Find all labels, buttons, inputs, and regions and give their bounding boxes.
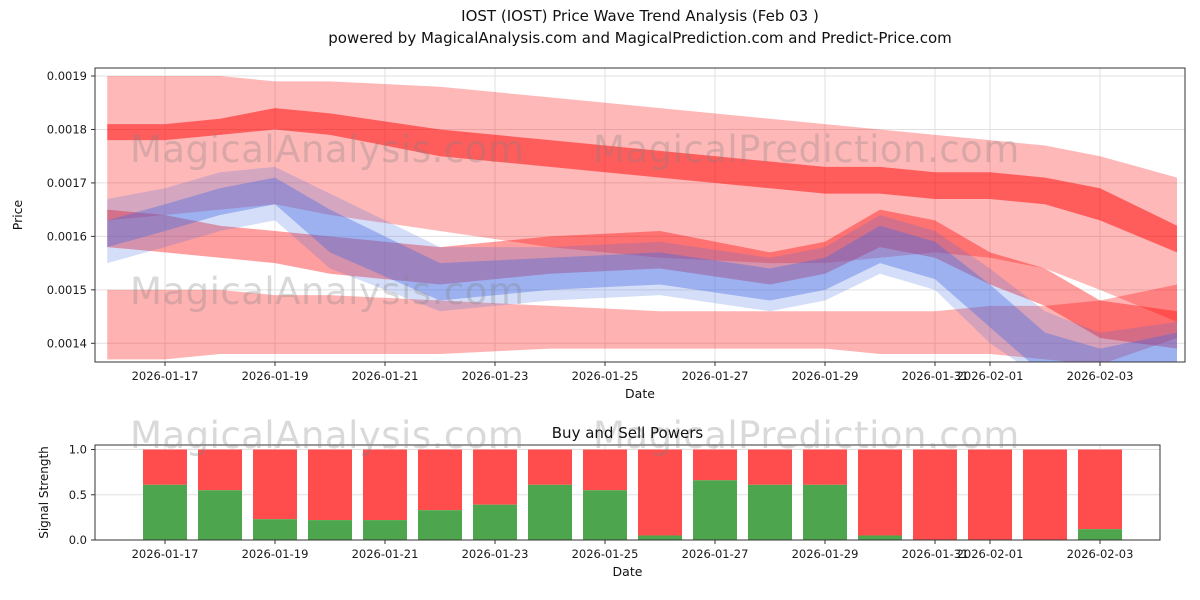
y-tick-label: 0.0 <box>69 533 87 547</box>
x-tick-label: 2026-01-25 <box>572 369 639 383</box>
bar-buy-2026-02-03 <box>1078 529 1122 540</box>
y-tick-label: 0.0015 <box>47 283 87 297</box>
bar-buy-2026-01-30 <box>858 535 902 540</box>
x-tick-label: 2026-01-23 <box>462 547 529 561</box>
x-axis-label: Date <box>613 564 643 579</box>
x-tick-label: 2026-01-31 <box>902 369 969 383</box>
x-tick-label: 2026-02-03 <box>1067 547 1134 561</box>
bar-buy-2026-01-24 <box>528 484 572 540</box>
x-tick-label: 2026-02-01 <box>957 547 1024 561</box>
bar-buy-2026-01-26 <box>638 535 682 540</box>
y-tick-label: 0.0016 <box>47 229 87 243</box>
x-tick-label: 2026-01-27 <box>682 369 749 383</box>
x-tick-label: 2026-01-19 <box>242 369 309 383</box>
bar-buy-2026-01-22 <box>418 510 462 540</box>
bar-sell-2026-01-21 <box>363 449 407 521</box>
x-tick-label: 2026-01-31 <box>902 547 969 561</box>
bar-sell-2026-01-29 <box>803 449 847 485</box>
bar-sell-2026-02-02 <box>1023 449 1067 540</box>
x-tick-label: 2026-02-01 <box>957 369 1024 383</box>
bar-buy-2026-01-19 <box>253 519 297 540</box>
band-lower-wide-red <box>107 284 1177 362</box>
y-axis-label: Price <box>10 199 25 230</box>
bar-buy-2026-01-23 <box>473 504 517 540</box>
x-tick-label: 2026-01-23 <box>462 369 529 383</box>
bar-buy-2026-01-17 <box>143 484 187 540</box>
bar-sell-2026-01-17 <box>143 449 187 485</box>
x-tick-label: 2026-01-25 <box>572 547 639 561</box>
x-tick-label: 2026-02-03 <box>1067 369 1134 383</box>
x-tick-label: 2026-01-19 <box>242 547 309 561</box>
bar-buy-2026-01-28 <box>748 484 792 540</box>
bar-sell-2026-01-28 <box>748 449 792 485</box>
band-blue-core <box>107 177 1177 362</box>
band-layer <box>107 76 1177 362</box>
bar-sell-2026-01-19 <box>253 449 297 520</box>
y-tick-label: 1.0 <box>69 443 87 457</box>
bar-sell-2026-01-27 <box>693 449 737 481</box>
x-tick-label: 2026-01-21 <box>352 369 419 383</box>
band-upper-core-red <box>107 108 1177 253</box>
bar-buy-2026-01-21 <box>363 520 407 540</box>
y-tick-label: 0.5 <box>69 488 87 502</box>
bar-buy-2026-01-20 <box>308 520 352 540</box>
y-tick-label: 0.0017 <box>47 176 87 190</box>
bar-sell-2026-01-18 <box>198 449 242 491</box>
y-tick-label: 0.0014 <box>47 336 87 350</box>
bar-sell-2026-02-03 <box>1078 449 1122 530</box>
x-tick-label: 2026-01-21 <box>352 547 419 561</box>
bar-sell-2026-01-31 <box>913 449 957 540</box>
bar-sell-2026-01-23 <box>473 449 517 505</box>
page-subtitle: powered by MagicalAnalysis.com and Magic… <box>328 29 952 47</box>
buy-sell-title: Buy and Sell Powers <box>551 424 704 442</box>
bar-sell-2026-01-26 <box>638 449 682 536</box>
bar-sell-2026-01-30 <box>858 449 902 536</box>
x-axis-label: Date <box>625 386 655 401</box>
bar-sell-2026-01-22 <box>418 449 462 511</box>
x-tick-label: 2026-01-17 <box>132 369 199 383</box>
buy-sell-chart: 2026-01-17 2026-01-19 2026-01-21 2026-01-23… <box>37 443 1161 579</box>
bar-buy-2026-01-25 <box>583 490 627 540</box>
bar-buy-2026-01-27 <box>693 480 737 540</box>
plot-frame <box>94 444 1161 541</box>
bar-sell-2026-01-24 <box>528 449 572 485</box>
y-axis-label: Signal Strength <box>37 446 51 539</box>
y-tick-label: 0.0018 <box>47 122 87 136</box>
page-title: IOST (IOST) Price Wave Trend Analysis (F… <box>461 7 819 25</box>
plot-frame <box>94 67 1186 363</box>
bar-buy-2026-01-29 <box>803 484 847 540</box>
price-trend-chart: 2026-01-17 2026-01-19 2026-01-21 2026-01-23… <box>10 67 1186 401</box>
y-tick-label: 0.0019 <box>47 69 87 83</box>
x-tick-label: 2026-01-29 <box>792 547 859 561</box>
bar-buy-2026-01-18 <box>198 490 242 540</box>
band-blue-outer <box>107 166 1177 362</box>
band-mid-red <box>107 209 1177 349</box>
bar-sell-2026-01-20 <box>308 449 352 521</box>
x-tick-label: 2026-01-17 <box>132 547 199 561</box>
bar-sell-2026-02-01 <box>968 449 1012 540</box>
bar-sell-2026-01-25 <box>583 449 627 491</box>
x-tick-label: 2026-01-27 <box>682 547 749 561</box>
x-tick-label: 2026-01-29 <box>792 369 859 383</box>
